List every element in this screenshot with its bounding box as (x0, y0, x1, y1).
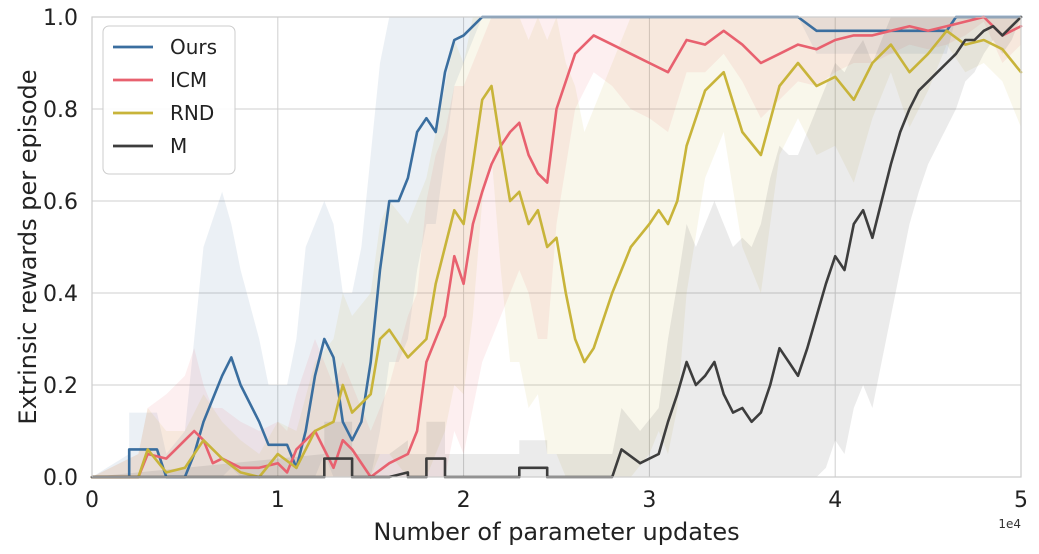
legend-label-ours: Ours (170, 35, 217, 59)
y-axis-ticks: 0.0 0.2 0.4 0.6 0.8 1.0 (43, 6, 78, 491)
x-axis-label: Number of parameter updates (373, 518, 739, 546)
y-tick-label-2: 0.4 (43, 282, 78, 307)
plot-area (92, 17, 1021, 477)
y-axis-label: Extrinsic rewards per episode (14, 69, 42, 424)
x-tick-label-1: 1 (271, 488, 285, 513)
series-line-m (90, 15, 1023, 479)
y-tick-label-0: 0.0 (43, 466, 78, 491)
x-axis-offset-label: 1e4 (998, 517, 1021, 531)
band-ours (92, 17, 1021, 477)
y-tick-label-4: 0.8 (43, 98, 78, 123)
x-axis-ticks: 0 1 2 3 4 5 (85, 488, 1028, 513)
x-tick-label-0: 0 (85, 488, 99, 513)
x-tick-label-3: 3 (642, 488, 656, 513)
legend-label-m: M (170, 134, 187, 158)
band-rnd (92, 17, 1021, 477)
legend: Ours ICM RND M (102, 25, 236, 175)
plot-background (92, 17, 1021, 477)
x-tick-label-5: 5 (1014, 488, 1028, 513)
x-tick-label-4: 4 (828, 488, 842, 513)
plot-border (91, 16, 1022, 478)
band-icm (92, 17, 1021, 477)
plot-frame (91, 16, 1022, 478)
legend-label-icm: ICM (170, 68, 207, 92)
legend-box (102, 25, 236, 175)
y-tick-label-1: 0.2 (43, 374, 78, 399)
series-line-rnd (90, 29, 1023, 479)
legend-label-rnd: RND (170, 101, 214, 125)
y-tick-label-5: 1.0 (43, 6, 78, 31)
y-tick-label-3: 0.6 (43, 190, 78, 215)
x-tick-label-2: 2 (457, 488, 471, 513)
